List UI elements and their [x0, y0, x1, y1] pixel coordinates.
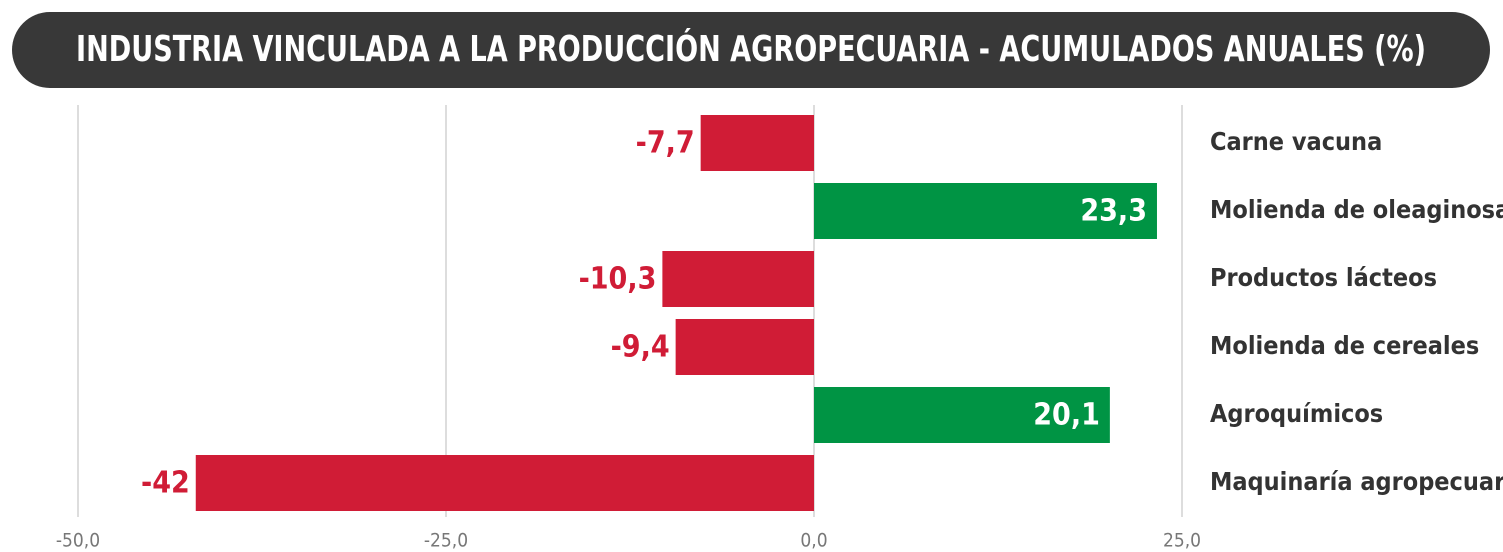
- bar: [700, 115, 814, 171]
- value-label: 23,3: [1080, 194, 1147, 229]
- value-label: 20,1: [1033, 398, 1100, 433]
- x-tick-label: 25,0: [1163, 530, 1201, 552]
- value-label: -10,3: [579, 262, 657, 297]
- category-label: Molienda de oleaginosas: [1210, 195, 1503, 224]
- bar: [662, 251, 814, 307]
- category-label: Agroquímicos: [1210, 399, 1383, 428]
- x-tick-label: -50,0: [56, 530, 100, 552]
- category-label: Maquinaría agropecuaria: [1210, 467, 1503, 496]
- title-banner: [12, 12, 1490, 88]
- chart-title: INDUSTRIA VINCULADA A LA PRODUCCIÓN AGRO…: [76, 28, 1426, 70]
- value-label: -42: [141, 466, 190, 501]
- value-label: -9,4: [611, 330, 670, 365]
- x-tick-label: 0,0: [800, 530, 827, 552]
- x-tick-label: -25,0: [424, 530, 468, 552]
- category-label: Molienda de cereales: [1210, 331, 1479, 360]
- category-label: Productos lácteos: [1210, 263, 1437, 292]
- bar: [675, 319, 814, 375]
- value-label: -7,7: [636, 126, 695, 161]
- bar: [195, 455, 814, 511]
- bar: [814, 387, 1110, 443]
- category-label: Carne vacuna: [1210, 127, 1382, 156]
- bar: [814, 183, 1157, 239]
